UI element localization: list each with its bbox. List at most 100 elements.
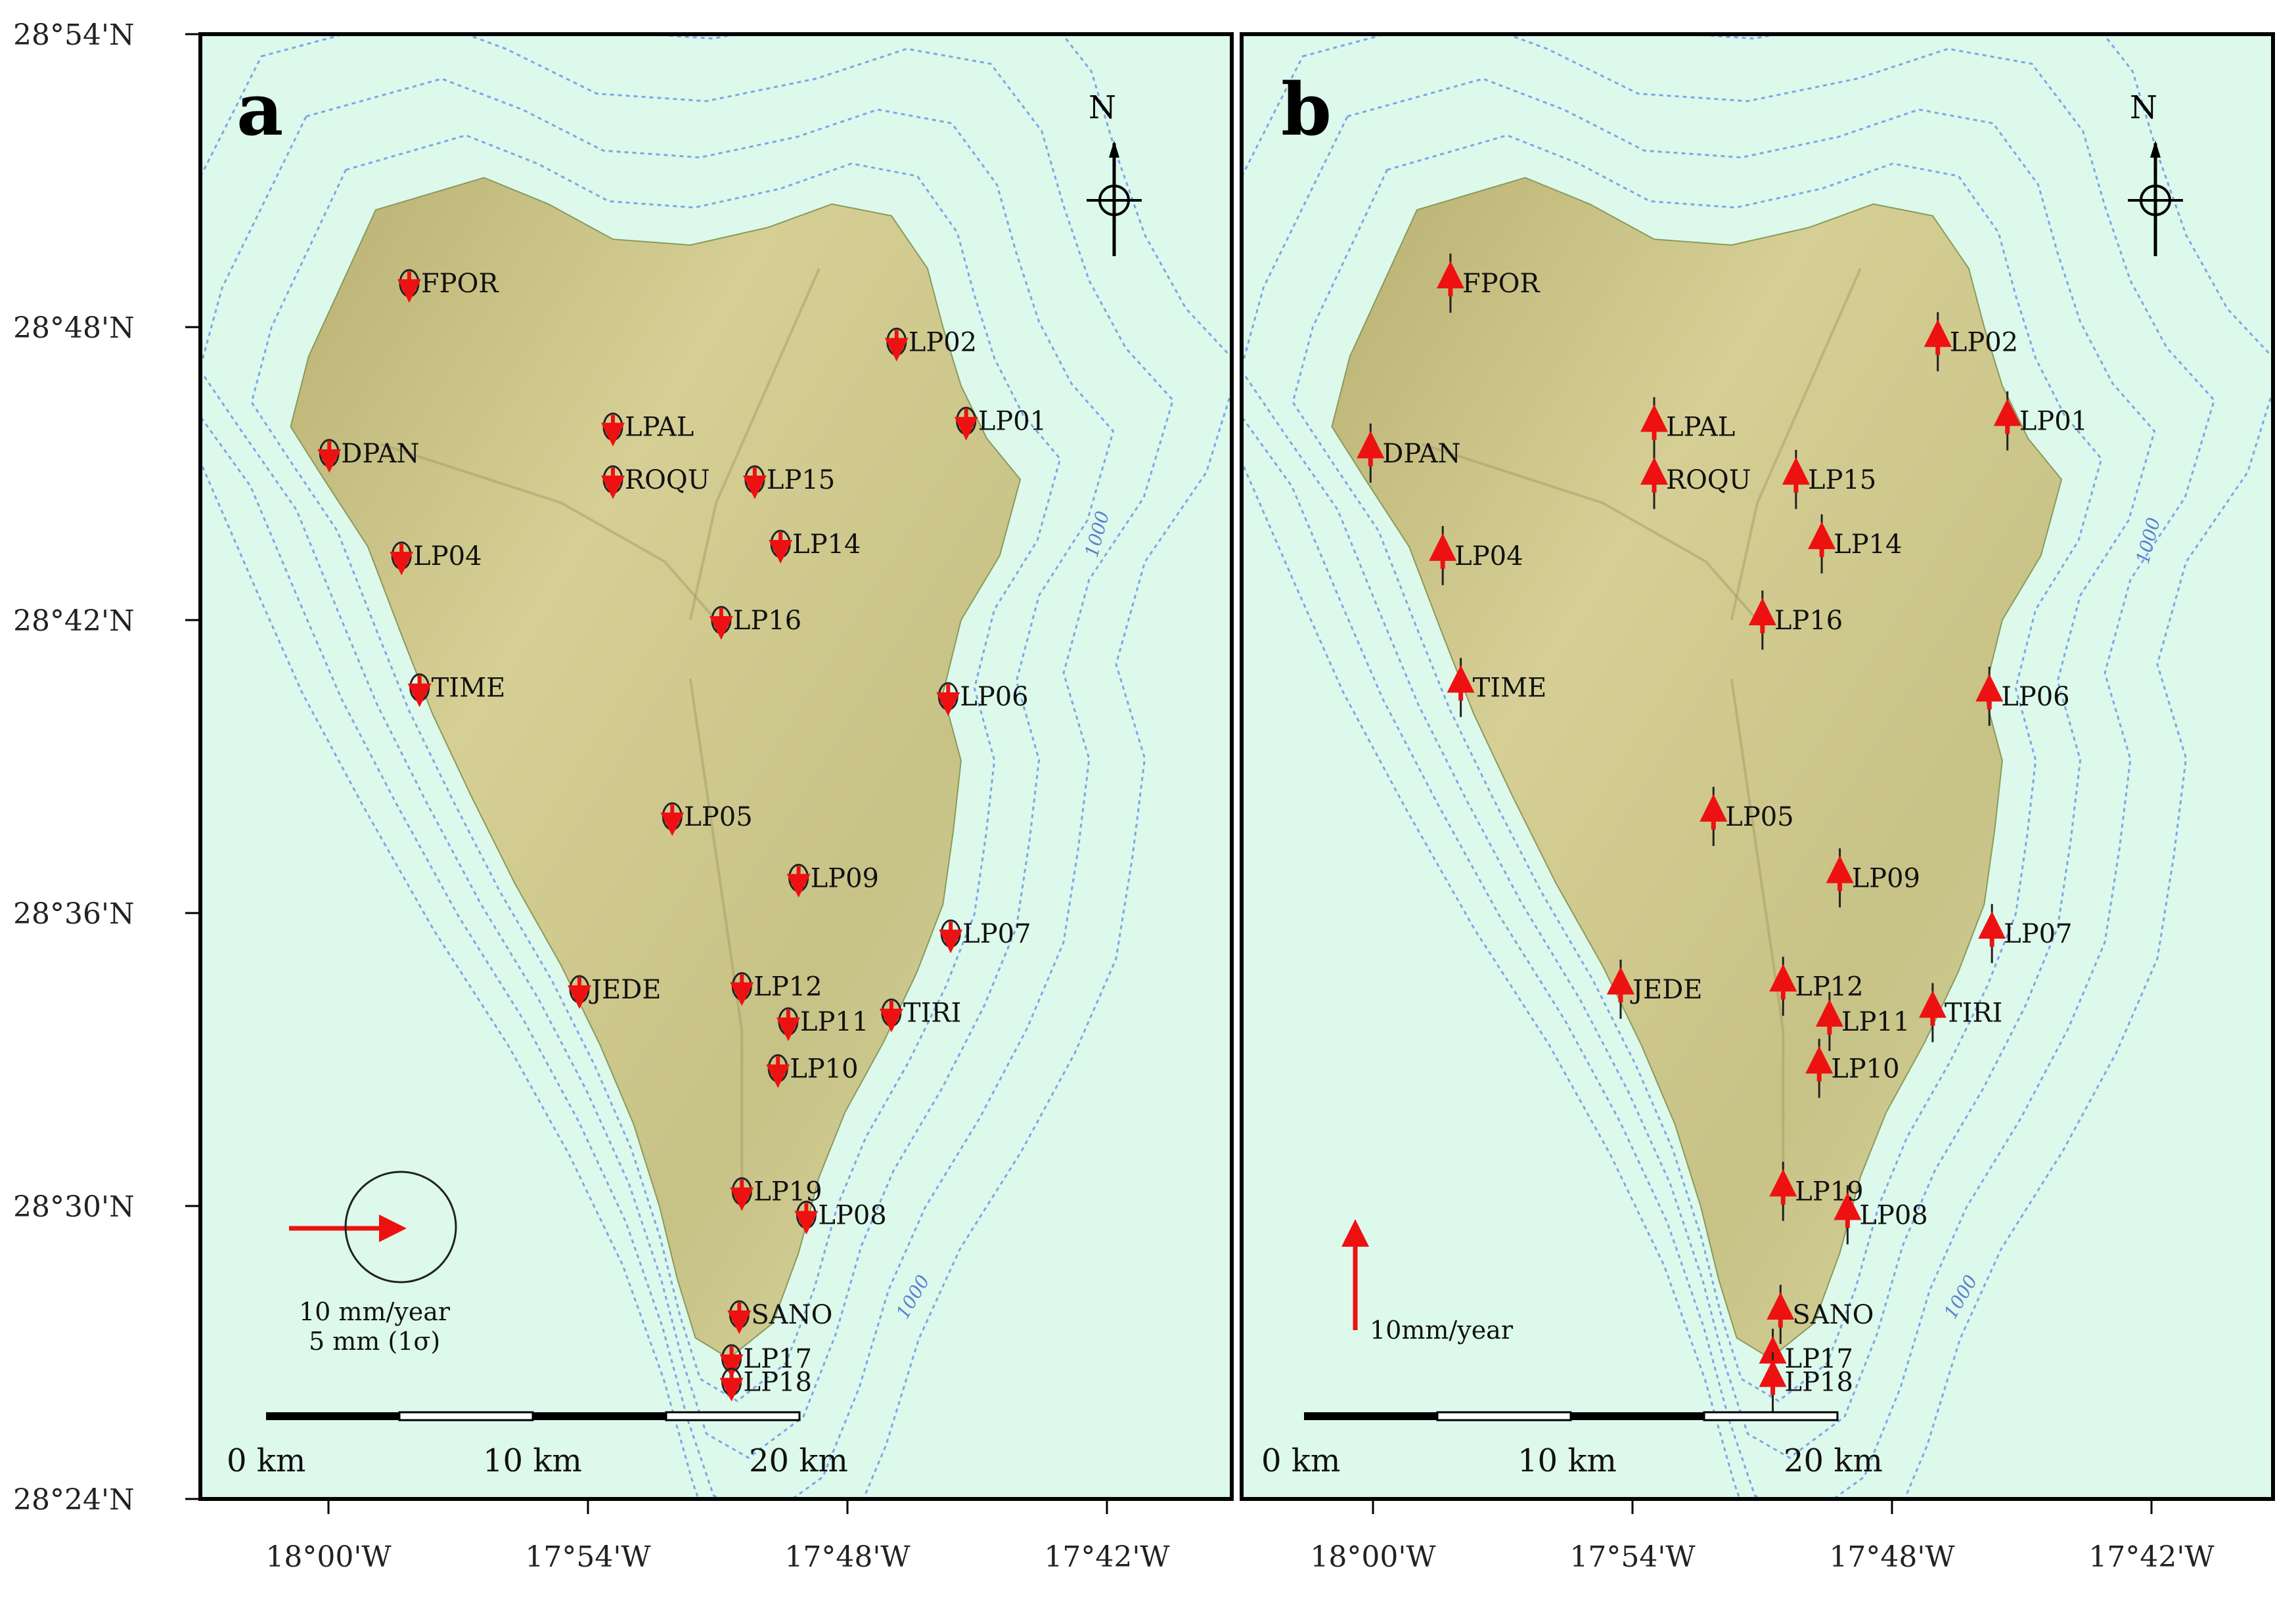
station-label: SANO — [751, 1300, 832, 1330]
station-label: LP09 — [811, 863, 879, 893]
station-label: LP02 — [1950, 327, 2018, 357]
north-arrow: N — [2128, 89, 2183, 256]
station-label: LP10 — [1831, 1054, 1899, 1084]
lat-tick-label: 28°42'N — [13, 604, 135, 638]
panel-frame — [198, 32, 1234, 1501]
lat-tick-label: 28°48'N — [13, 311, 135, 345]
station-label: LP01 — [978, 407, 1047, 437]
station-label: LP09 — [1852, 863, 1920, 893]
vertical-velocity-bars — [1357, 254, 2021, 1412]
station-label: LP11 — [1841, 1007, 1910, 1037]
station-label: ROQU — [1666, 465, 1751, 495]
station-label: LP16 — [1774, 606, 1843, 636]
lat-tick-label: 28°24'N — [13, 1483, 135, 1517]
scale-label-20: 20 km — [1784, 1442, 1883, 1479]
station-label: JEDE — [589, 975, 662, 1005]
legend-vector-text: 10mm/year — [1370, 1316, 1514, 1345]
velocity-vectors — [317, 269, 978, 1402]
station-label: LP11 — [800, 1007, 868, 1037]
station-labels: FPOR LP02 LP15 LPAL DPAN ROQU LP01 LP14 LP04 LP16… — [1382, 269, 2088, 1398]
station-label: LP10 — [790, 1054, 858, 1084]
station-label: LP08 — [1859, 1200, 1927, 1230]
station-label: LP06 — [960, 682, 1028, 712]
station-label: LP12 — [754, 972, 822, 1002]
scale-label-0: 0 km — [1261, 1442, 1340, 1479]
station-label: LP04 — [413, 541, 482, 571]
station-label: TIME — [1473, 673, 1547, 704]
station-label: LP19 — [754, 1177, 822, 1207]
north-arrow: N — [1087, 89, 1142, 256]
bathymetry-contour — [1292, 134, 2103, 1402]
station-label: LP01 — [2019, 407, 2088, 437]
station-label: FPOR — [421, 269, 499, 299]
lon-tick-label: 17°54'W — [1569, 1540, 1696, 1574]
terrain-ridges — [380, 267, 821, 1206]
scale-bar: 0 km 10 km 20 km — [227, 1411, 848, 1479]
lat-tick-label: 28°30'N — [13, 1190, 135, 1224]
panel-label: a — [236, 67, 283, 152]
station-label: LPAL — [625, 413, 694, 443]
station-label: DPAN — [341, 439, 419, 469]
station-label: LP15 — [1808, 465, 1876, 495]
terrain-ridges — [1422, 267, 1862, 1206]
terrain-ridge — [688, 267, 821, 621]
station-label: LP06 — [2001, 682, 2069, 712]
lon-tick-label: 17°54'W — [525, 1540, 651, 1574]
station-label: FPOR — [1462, 269, 1541, 299]
station-label: LP17 — [744, 1344, 812, 1374]
station-label: TIRI — [903, 998, 961, 1029]
station-label: LP15 — [767, 465, 835, 495]
panel-a: 1000 1000 FPORLP02LPALDPANLP15ROQULP01LP… — [198, 32, 1234, 1501]
lon-tick-label: 18°00'W — [1310, 1540, 1436, 1574]
station-label: LP04 — [1454, 541, 1523, 571]
north-label: N — [2130, 89, 2157, 126]
station-labels: FPOR LP02 LPAL DPAN LP15 ROQU LP01 LP14 LP04 LP16… — [341, 269, 1047, 1398]
station-label: LP14 — [1834, 529, 1902, 560]
station-label: LP05 — [684, 802, 752, 832]
station-label: LP07 — [2004, 919, 2072, 949]
latitude-axis: 28°54'N 28°48'N 28°42'N 28°36'N 28°30'N … — [13, 18, 200, 1517]
north-label: N — [1089, 89, 1116, 126]
bathymetry-contour — [200, 78, 1115, 1460]
lat-tick-label: 28°36'N — [13, 897, 135, 931]
station-label: LPAL — [1666, 413, 1735, 443]
legend-error-ellipse — [344, 1171, 457, 1284]
station-label: LP18 — [744, 1368, 812, 1398]
panel-frame — [1240, 32, 2275, 1501]
station-label: LP12 — [1795, 972, 1863, 1002]
terrain-ridge — [1730, 267, 1862, 621]
station-label: ROQU — [625, 465, 709, 495]
station-label: LP07 — [962, 919, 1031, 949]
station-label: LP14 — [792, 529, 861, 560]
station-label: LP16 — [733, 606, 801, 636]
scale-label-10: 10 km — [1518, 1442, 1617, 1479]
velocity-legend: 10mm/year — [1341, 1219, 1514, 1345]
lon-tick-label: 17°48'W — [784, 1540, 911, 1574]
station-label: LP05 — [1725, 802, 1793, 832]
terrain-ridge — [1422, 443, 1759, 621]
panel-label: b — [1281, 67, 1332, 152]
station-label: DPAN — [1382, 439, 1460, 469]
velocity-legend: 10 mm/year 5 mm (1σ) — [289, 1171, 457, 1356]
legend-sigma-text: 5 mm (1σ) — [309, 1327, 440, 1356]
terrain-ridge — [688, 678, 744, 1206]
station-label: TIRI — [1945, 998, 2002, 1029]
bathymetry-contour — [1242, 78, 2156, 1460]
scale-label-20: 20 km — [749, 1442, 848, 1479]
scale-label-0: 0 km — [227, 1442, 305, 1479]
station-label: LP02 — [909, 327, 977, 357]
lon-tick-label: 18°00'W — [265, 1540, 392, 1574]
lon-tick-label: 17°42'W — [2088, 1540, 2215, 1574]
panel-b: 1000 1000 FPORLP02LP15LPALDPANROQULP01LP… — [1240, 32, 2275, 1501]
station-label: LP17 — [1785, 1344, 1853, 1374]
lat-tick-label: 28°54'N — [13, 18, 135, 52]
station-label: LP08 — [818, 1200, 886, 1230]
station-label: LP18 — [1785, 1368, 1853, 1398]
bathymetry-contour — [250, 134, 1062, 1402]
longitude-axis: 18°00'W 17°54'W 17°48'W 17°42'W 18°00'W … — [265, 1499, 2215, 1574]
bathymetry-contours — [200, 34, 1232, 1499]
scale-bar: 0 km 10 km 20 km — [1261, 1411, 1883, 1479]
station-label: JEDE — [1630, 975, 1703, 1005]
bathymetry-contours — [1242, 34, 2273, 1499]
